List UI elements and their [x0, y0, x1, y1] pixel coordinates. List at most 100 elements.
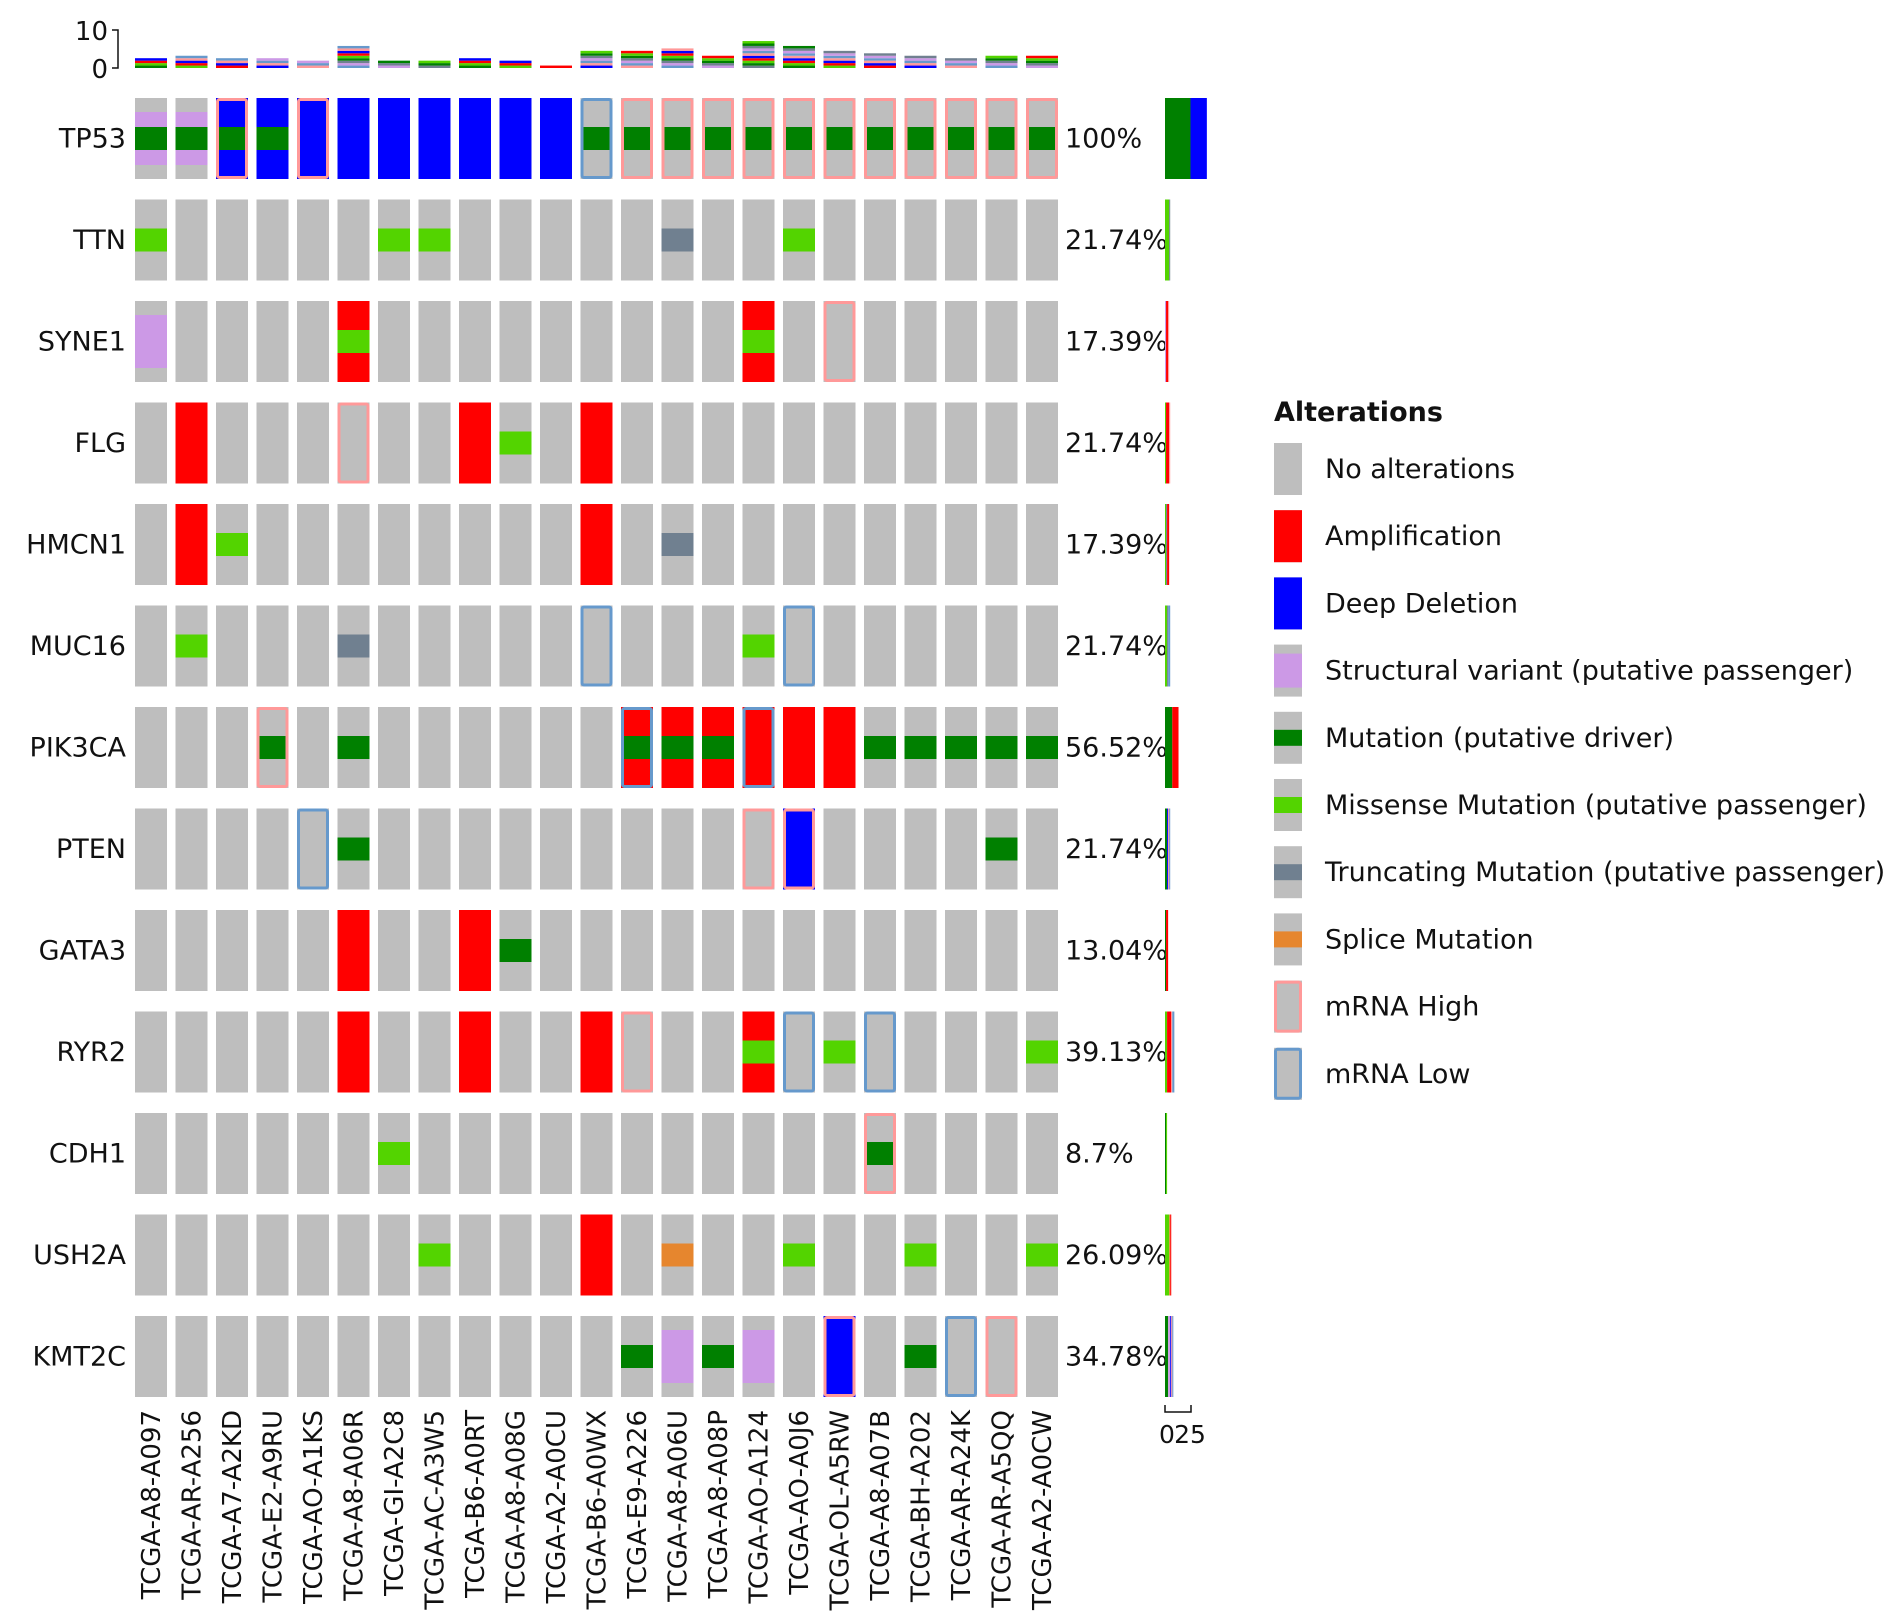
oncoprint-cell[interactable] [661, 910, 694, 991]
oncoprint-cell[interactable] [621, 910, 653, 991]
oncoprint-cell[interactable] [297, 1113, 329, 1194]
oncoprint-cell[interactable] [1026, 199, 1058, 281]
oncoprint-cell[interactable] [864, 1011, 896, 1093]
oncoprint-cell[interactable] [823, 504, 856, 585]
oncoprint-cell[interactable] [945, 808, 977, 890]
oncoprint-cell[interactable] [135, 1316, 167, 1397]
oncoprint-cell[interactable] [459, 1011, 491, 1093]
oncoprint-cell[interactable] [904, 707, 937, 788]
oncoprint-cell[interactable] [783, 402, 815, 484]
oncoprint-cell[interactable] [337, 98, 370, 179]
oncoprint-cell[interactable] [499, 301, 532, 382]
oncoprint-cell[interactable] [418, 1113, 451, 1194]
oncoprint-cell[interactable] [499, 504, 532, 585]
oncoprint-cell[interactable] [499, 199, 532, 281]
oncoprint-cell[interactable] [702, 910, 734, 991]
oncoprint-cell[interactable] [823, 605, 856, 687]
oncoprint-cell[interactable] [216, 199, 248, 281]
oncoprint-cell[interactable] [337, 402, 370, 484]
oncoprint-cell[interactable] [256, 402, 289, 484]
oncoprint-cell[interactable] [783, 301, 815, 382]
oncoprint-cell[interactable] [378, 1113, 410, 1194]
oncoprint-cell[interactable] [378, 199, 410, 281]
oncoprint-cell[interactable] [540, 301, 572, 382]
oncoprint-cell[interactable] [783, 1113, 815, 1194]
oncoprint-cell[interactable] [216, 808, 248, 890]
oncoprint-cell[interactable] [783, 707, 815, 788]
oncoprint-cell[interactable] [459, 504, 491, 585]
oncoprint-cell[interactable] [702, 808, 734, 890]
oncoprint-cell[interactable] [216, 605, 248, 687]
oncoprint-cell[interactable] [783, 1214, 815, 1296]
oncoprint-cell[interactable] [337, 1113, 370, 1194]
oncoprint-cell[interactable] [499, 1011, 532, 1093]
oncoprint-cell[interactable] [985, 910, 1018, 991]
oncoprint-cell[interactable] [945, 910, 977, 991]
oncoprint-cell[interactable] [742, 808, 775, 890]
oncoprint-cell[interactable] [418, 1011, 451, 1093]
oncoprint-cell[interactable] [378, 1316, 410, 1397]
oncoprint-cell[interactable] [823, 199, 856, 281]
oncoprint-cell[interactable] [1026, 98, 1058, 179]
oncoprint-cell[interactable] [783, 605, 815, 687]
oncoprint-cell[interactable] [378, 402, 410, 484]
oncoprint-cell[interactable] [337, 301, 370, 382]
oncoprint-cell[interactable] [823, 402, 856, 484]
oncoprint-cell[interactable] [904, 605, 937, 687]
oncoprint-cell[interactable] [378, 910, 410, 991]
oncoprint-cell[interactable] [904, 1113, 937, 1194]
oncoprint-cell[interactable] [216, 910, 248, 991]
oncoprint-cell[interactable] [742, 605, 775, 687]
oncoprint-cell[interactable] [823, 808, 856, 890]
oncoprint-cell[interactable] [378, 1214, 410, 1296]
oncoprint-cell[interactable] [297, 199, 329, 281]
oncoprint-cell[interactable] [378, 301, 410, 382]
oncoprint-cell[interactable] [297, 98, 329, 179]
oncoprint-cell[interactable] [864, 402, 896, 484]
oncoprint-cell[interactable] [540, 1214, 572, 1296]
oncoprint-cell[interactable] [1026, 1214, 1058, 1296]
oncoprint-cell[interactable] [985, 199, 1018, 281]
oncoprint-cell[interactable] [378, 707, 410, 788]
oncoprint-cell[interactable] [418, 199, 451, 281]
oncoprint-cell[interactable] [864, 1113, 896, 1194]
oncoprint-cell[interactable] [1026, 504, 1058, 585]
oncoprint-cell[interactable] [864, 98, 896, 179]
oncoprint-cell[interactable] [499, 707, 532, 788]
oncoprint-cell[interactable] [823, 1214, 856, 1296]
oncoprint-cell[interactable] [702, 504, 734, 585]
oncoprint-cell[interactable] [580, 1113, 613, 1194]
oncoprint-cell[interactable] [418, 605, 451, 687]
oncoprint-cell[interactable] [985, 1011, 1018, 1093]
oncoprint-cell[interactable] [702, 98, 734, 179]
oncoprint-cell[interactable] [904, 504, 937, 585]
oncoprint-cell[interactable] [540, 1316, 572, 1397]
oncoprint-cell[interactable] [216, 1316, 248, 1397]
oncoprint-cell[interactable] [499, 98, 532, 179]
oncoprint-cell[interactable] [256, 1011, 289, 1093]
oncoprint-cell[interactable] [783, 910, 815, 991]
oncoprint-cell[interactable] [540, 605, 572, 687]
oncoprint-cell[interactable] [823, 301, 856, 382]
oncoprint-cell[interactable] [378, 504, 410, 585]
oncoprint-cell[interactable] [783, 199, 815, 281]
oncoprint-cell[interactable] [985, 1214, 1018, 1296]
oncoprint-cell[interactable] [702, 402, 734, 484]
oncoprint-cell[interactable] [1026, 605, 1058, 687]
oncoprint-cell[interactable] [985, 1113, 1018, 1194]
oncoprint-cell[interactable] [175, 707, 208, 788]
oncoprint-cell[interactable] [783, 504, 815, 585]
oncoprint-cell[interactable] [175, 1011, 208, 1093]
oncoprint-cell[interactable] [742, 199, 775, 281]
oncoprint-cell[interactable] [459, 1316, 491, 1397]
oncoprint-cell[interactable] [1026, 808, 1058, 890]
oncoprint-cell[interactable] [135, 1011, 167, 1093]
oncoprint-cell[interactable] [621, 605, 653, 687]
oncoprint-cell[interactable] [418, 402, 451, 484]
oncoprint-cell[interactable] [175, 301, 208, 382]
oncoprint-cell[interactable] [216, 1214, 248, 1296]
oncoprint-cell[interactable] [297, 910, 329, 991]
oncoprint-cell[interactable] [580, 199, 613, 281]
oncoprint-cell[interactable] [702, 707, 734, 788]
oncoprint-cell[interactable] [418, 1316, 451, 1397]
